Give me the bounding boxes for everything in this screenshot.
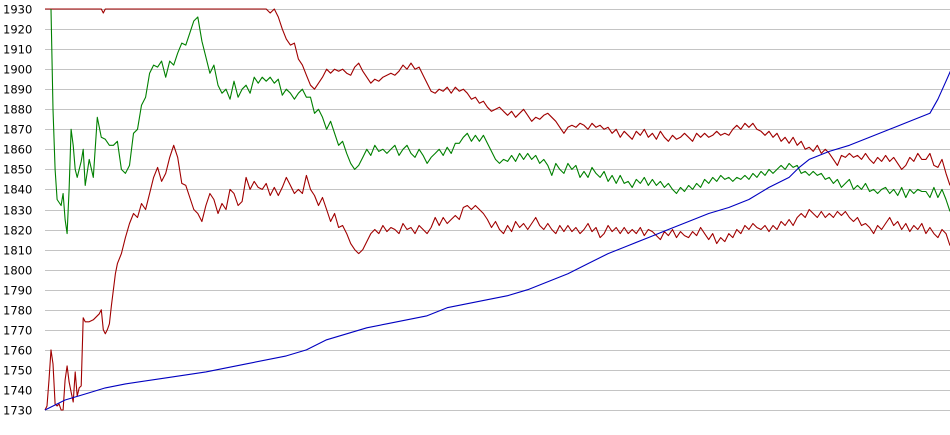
y-tick-label: 1800 <box>3 264 32 278</box>
y-tick-label: 1890 <box>3 83 32 97</box>
series-line-4 <box>44 70 950 411</box>
y-tick-label: 1840 <box>3 183 32 197</box>
y-tick-label: 1760 <box>3 344 32 358</box>
y-axis-tick-labels: 1930 1920 1910 1900 1890 1880 1870 1860 1850 1840… <box>3 3 32 418</box>
series-line-2 <box>50 8 950 235</box>
y-tick-label: 1920 <box>3 23 32 37</box>
y-tick-label: 1910 <box>3 43 32 57</box>
y-tick-label: 1900 <box>3 63 32 77</box>
series-lines <box>44 8 950 411</box>
y-tick-label: 1750 <box>3 364 32 378</box>
y-tick-label: 1870 <box>3 123 32 137</box>
y-tick-label: 1930 <box>3 3 32 17</box>
series-line-1 <box>45 8 950 186</box>
y-tick-label: 1880 <box>3 103 32 117</box>
y-tick-label: 1860 <box>3 143 32 157</box>
y-tick-label: 1770 <box>3 324 32 338</box>
y-tick-label: 1790 <box>3 284 32 298</box>
grid-lines <box>45 9 950 411</box>
y-tick-label: 1830 <box>3 204 32 218</box>
y-tick-label: 1850 <box>3 163 32 177</box>
y-tick-label: 1780 <box>3 304 32 318</box>
y-tick-label: 1820 <box>3 224 32 238</box>
series-line-3 <box>44 144 950 411</box>
y-tick-label: 1730 <box>3 404 32 418</box>
y-tick-label: 1740 <box>3 384 32 398</box>
y-tick-label: 1810 <box>3 244 32 258</box>
